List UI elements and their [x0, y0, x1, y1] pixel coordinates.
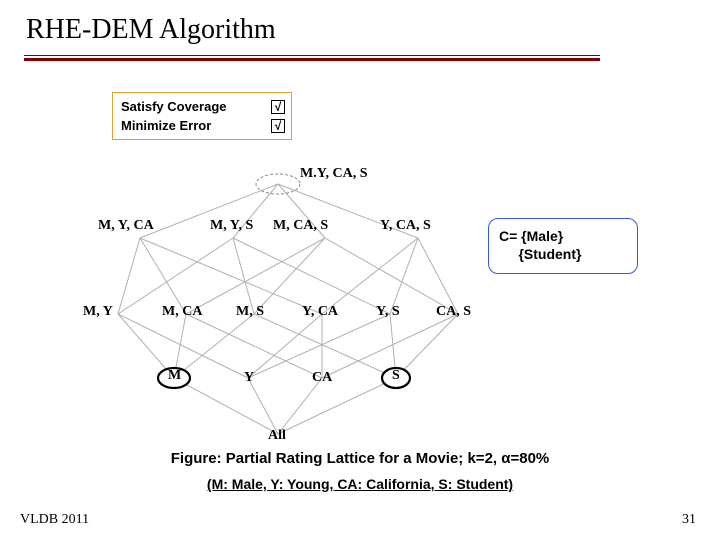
lattice-node-label: M, Y: [83, 304, 113, 320]
lattice-node-label: CA, S: [436, 304, 471, 320]
lattice-node-label: S: [392, 368, 400, 384]
title-rule-thin: [24, 55, 600, 56]
lattice-node-label: M: [168, 368, 181, 384]
check-icon: √: [271, 100, 285, 114]
result-line: {Student}: [499, 245, 627, 263]
lattice-node-label: M.Y, CA, S: [300, 166, 368, 182]
lattice-node-label: Y, CA: [302, 304, 338, 320]
lattice-node-label: CA: [312, 370, 332, 386]
criteria-row-error: Minimize Error √: [121, 116, 285, 135]
lattice-node-label: M, Y, CA: [98, 218, 154, 234]
lattice-node-label: Y, CA, S: [380, 218, 431, 234]
lattice-node-label: All: [268, 428, 286, 444]
lattice-node-label: Y, S: [376, 304, 400, 320]
result-box: C= {Male} {Student}: [488, 218, 638, 274]
lattice-diagram: M.Y, CA, S M, Y, CA M, Y, S M, CA, S Y, CA, …: [78, 156, 478, 446]
lattice-node-label: M, Y, S: [210, 218, 253, 234]
check-icon: √: [271, 119, 285, 133]
footer-venue: VLDB 2011: [20, 512, 89, 528]
lattice-node-label: M, CA, S: [273, 218, 328, 234]
result-line: C= {Male}: [499, 227, 627, 245]
footer-page-number: 31: [682, 512, 696, 528]
criteria-label: Satisfy Coverage: [121, 99, 227, 114]
figure-caption: Figure: Partial Rating Lattice for a Mov…: [0, 450, 720, 467]
lattice-node-label: M, CA: [162, 304, 202, 320]
criteria-row-coverage: Satisfy Coverage √: [121, 97, 285, 116]
title-rule: [24, 58, 600, 61]
page-title: RHE-DEM Algorithm: [26, 14, 276, 45]
criteria-label: Minimize Error: [121, 118, 211, 133]
lattice-node-label: Y: [244, 370, 254, 386]
lattice-node-label: M, S: [236, 304, 264, 320]
criteria-box: Satisfy Coverage √ Minimize Error √: [112, 92, 292, 140]
figure-legend: (M: Male, Y: Young, CA: California, S: S…: [0, 476, 720, 492]
